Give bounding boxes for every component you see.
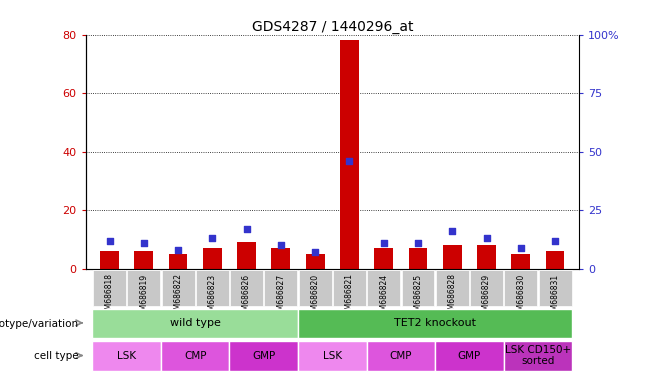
FancyBboxPatch shape bbox=[161, 341, 230, 371]
Text: LSK CD150+
sorted: LSK CD150+ sorted bbox=[505, 345, 571, 366]
Text: GSM686822: GSM686822 bbox=[174, 273, 182, 319]
Text: GSM686820: GSM686820 bbox=[311, 273, 320, 319]
Bar bbox=[409, 248, 428, 269]
FancyBboxPatch shape bbox=[470, 270, 503, 306]
Point bbox=[344, 158, 355, 164]
FancyBboxPatch shape bbox=[367, 270, 400, 306]
Text: GSM686821: GSM686821 bbox=[345, 273, 354, 319]
Bar bbox=[168, 254, 188, 269]
Bar bbox=[374, 248, 393, 269]
Text: GSM686824: GSM686824 bbox=[379, 273, 388, 319]
Text: GSM686823: GSM686823 bbox=[208, 273, 217, 319]
Point bbox=[276, 242, 286, 248]
Text: GSM686828: GSM686828 bbox=[447, 273, 457, 319]
FancyBboxPatch shape bbox=[503, 341, 572, 371]
FancyBboxPatch shape bbox=[265, 270, 297, 306]
Text: GSM686827: GSM686827 bbox=[276, 273, 286, 319]
Bar bbox=[306, 254, 324, 269]
Bar bbox=[545, 251, 565, 269]
Text: CMP: CMP bbox=[390, 351, 412, 361]
FancyBboxPatch shape bbox=[299, 270, 332, 306]
FancyBboxPatch shape bbox=[504, 270, 537, 306]
Text: GSM686826: GSM686826 bbox=[242, 273, 251, 319]
FancyBboxPatch shape bbox=[230, 341, 298, 371]
Text: GSM686830: GSM686830 bbox=[517, 273, 525, 319]
Text: GSM686831: GSM686831 bbox=[551, 273, 559, 319]
Bar bbox=[100, 251, 119, 269]
Text: LSK: LSK bbox=[117, 351, 136, 361]
Text: GSM686818: GSM686818 bbox=[105, 273, 114, 319]
Title: GDS4287 / 1440296_at: GDS4287 / 1440296_at bbox=[251, 20, 413, 33]
Point bbox=[207, 235, 218, 242]
Bar bbox=[237, 242, 256, 269]
Bar bbox=[511, 254, 530, 269]
FancyBboxPatch shape bbox=[367, 341, 435, 371]
Text: GMP: GMP bbox=[252, 351, 276, 361]
Point bbox=[241, 226, 252, 232]
FancyBboxPatch shape bbox=[196, 270, 229, 306]
Bar bbox=[134, 251, 153, 269]
FancyBboxPatch shape bbox=[298, 341, 367, 371]
FancyBboxPatch shape bbox=[539, 270, 572, 306]
Bar bbox=[203, 248, 222, 269]
Text: cell type: cell type bbox=[34, 351, 79, 361]
FancyBboxPatch shape bbox=[162, 270, 195, 306]
Text: TET2 knockout: TET2 knockout bbox=[394, 318, 476, 328]
Point bbox=[481, 235, 492, 242]
Bar bbox=[443, 245, 462, 269]
Text: genotype/variation: genotype/variation bbox=[0, 318, 79, 329]
FancyBboxPatch shape bbox=[333, 270, 366, 306]
FancyBboxPatch shape bbox=[435, 341, 503, 371]
Text: GMP: GMP bbox=[458, 351, 481, 361]
FancyBboxPatch shape bbox=[128, 270, 161, 306]
Text: GSM686829: GSM686829 bbox=[482, 273, 491, 319]
Point bbox=[104, 238, 114, 244]
Bar bbox=[477, 245, 496, 269]
Text: GSM686825: GSM686825 bbox=[413, 273, 422, 319]
FancyBboxPatch shape bbox=[401, 270, 434, 306]
FancyBboxPatch shape bbox=[298, 309, 572, 338]
FancyBboxPatch shape bbox=[92, 341, 161, 371]
Text: LSK: LSK bbox=[322, 351, 342, 361]
Point bbox=[447, 228, 457, 234]
Point bbox=[515, 245, 526, 251]
FancyBboxPatch shape bbox=[436, 270, 468, 306]
Point bbox=[139, 240, 149, 246]
Bar bbox=[340, 40, 359, 269]
Bar bbox=[272, 248, 290, 269]
Point bbox=[310, 249, 320, 255]
Point bbox=[413, 240, 423, 246]
Text: CMP: CMP bbox=[184, 351, 207, 361]
Point bbox=[550, 238, 561, 244]
FancyBboxPatch shape bbox=[92, 309, 298, 338]
Text: wild type: wild type bbox=[170, 318, 220, 328]
Point bbox=[173, 247, 184, 253]
FancyBboxPatch shape bbox=[93, 270, 126, 306]
FancyBboxPatch shape bbox=[230, 270, 263, 306]
Text: GSM686819: GSM686819 bbox=[139, 273, 148, 319]
Point bbox=[378, 240, 389, 246]
